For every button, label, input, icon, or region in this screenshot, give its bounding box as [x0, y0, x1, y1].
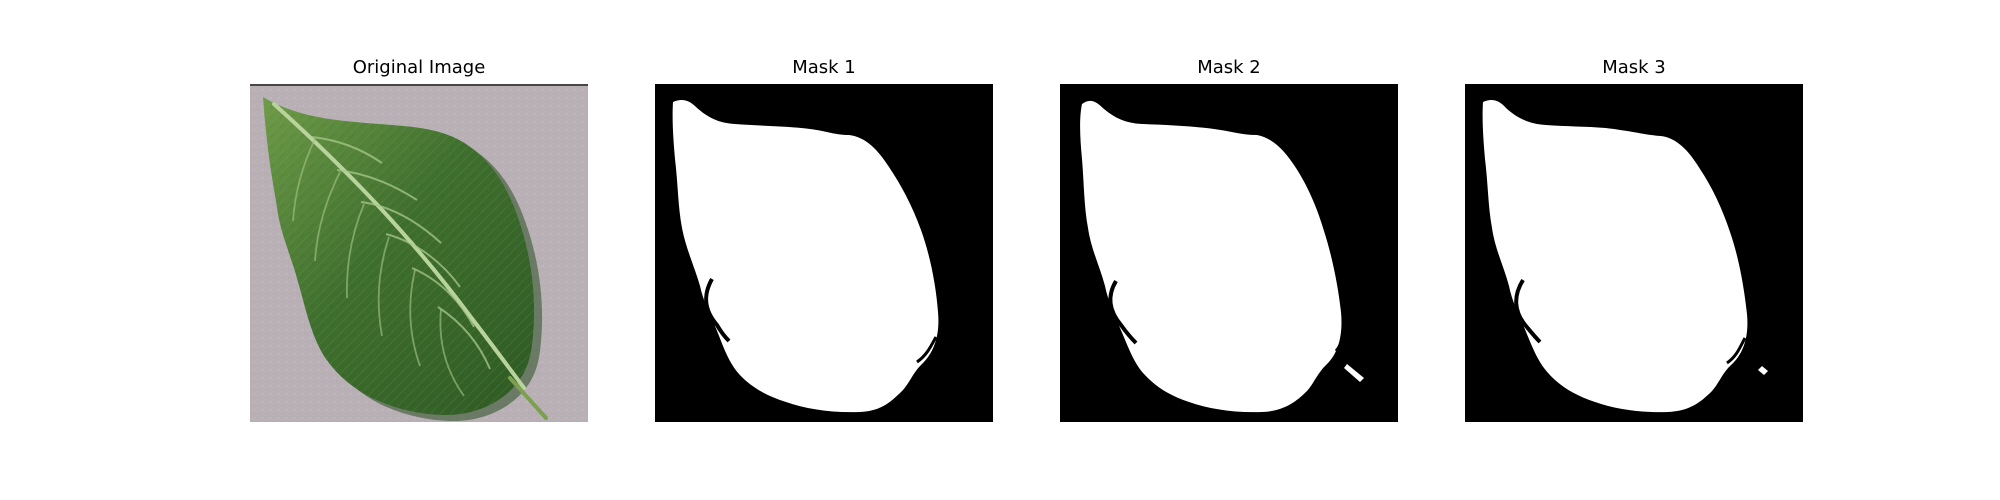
- leaf-stem: [508, 376, 548, 420]
- mask-image: [1465, 84, 1803, 422]
- panel-title: Mask 2: [1197, 57, 1261, 78]
- leaf-midrib: [272, 102, 526, 390]
- mask-image: [1060, 84, 1398, 422]
- mask-image: [655, 84, 993, 422]
- panel-mask-1: Mask 1: [655, 0, 993, 500]
- panel-title: Original Image: [352, 57, 486, 78]
- leaf-mask: [672, 99, 939, 413]
- panel-title: Mask 3: [1602, 57, 1666, 78]
- panel-mask-2: Mask 2: [1060, 0, 1398, 500]
- leaf-photo: [250, 84, 588, 422]
- panel-mask-3: Mask 3: [1465, 0, 1803, 500]
- leaf-mask: [1482, 100, 1748, 413]
- leaf-mask: [1080, 100, 1342, 413]
- panel-original-image: Original Image: [250, 0, 588, 500]
- panel-title: Mask 1: [792, 57, 856, 78]
